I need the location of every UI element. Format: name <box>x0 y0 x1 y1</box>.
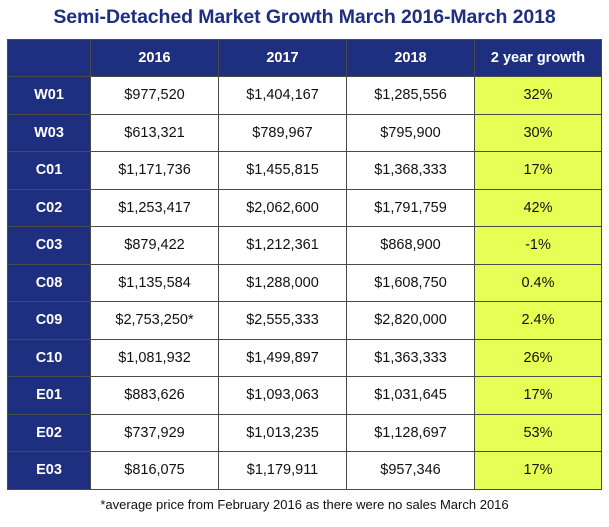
table-row: C01 $1,171,736 $1,455,815 $1,368,333 17% <box>7 151 602 190</box>
cell-2018: $1,363,333 <box>346 338 475 377</box>
cell-2016: $883,626 <box>90 376 219 415</box>
cell-2018: $795,900 <box>346 113 475 152</box>
row-header-district: E02 <box>7 413 91 452</box>
cell-2016: $1,171,736 <box>90 151 219 190</box>
cell-2017: $1,499,897 <box>218 338 347 377</box>
cell-2018: $1,285,556 <box>346 76 475 115</box>
table-row: C03 $879,422 $1,212,361 $868,900 -1% <box>7 226 602 265</box>
footnote: *average price from February 2016 as the… <box>100 497 509 512</box>
cell-growth: 17% <box>474 451 602 490</box>
cell-2016: $879,422 <box>90 226 219 265</box>
table-row: E02 $737,929 $1,013,235 $1,128,697 53% <box>7 413 602 452</box>
cell-2016: $2,753,250* <box>90 301 219 340</box>
cell-2017: $1,288,000 <box>218 263 347 302</box>
cell-growth: 0.4% <box>474 263 602 302</box>
table-row: C09 $2,753,250* $2,555,333 $2,820,000 2.4% <box>7 301 602 340</box>
header-2017: 2017 <box>218 39 347 77</box>
cell-2017: $1,455,815 <box>218 151 347 190</box>
cell-2017: $1,179,911 <box>218 451 347 490</box>
cell-growth: 32% <box>474 76 602 115</box>
row-header-district: W01 <box>7 76 91 115</box>
row-header-district: C02 <box>7 188 91 227</box>
cell-2016: $977,520 <box>90 76 219 115</box>
row-header-district: E03 <box>7 451 91 490</box>
table-row: W01 $977,520 $1,404,167 $1,285,556 32% <box>7 76 602 115</box>
header-row: 2016 2017 2018 2 year growth <box>7 39 602 77</box>
cell-2017: $2,555,333 <box>218 301 347 340</box>
row-header-district: W03 <box>7 113 91 152</box>
row-header-district: C08 <box>7 263 91 302</box>
cell-2017: $1,013,235 <box>218 413 347 452</box>
cell-growth: 2.4% <box>474 301 602 340</box>
table-row: W03 $613,321 $789,967 $795,900 30% <box>7 113 602 152</box>
cell-growth: -1% <box>474 226 602 265</box>
table-row: C02 $1,253,417 $2,062,600 $1,791,759 42% <box>7 188 602 227</box>
cell-2018: $957,346 <box>346 451 475 490</box>
table-title: Semi-Detached Market Growth March 2016-M… <box>53 6 556 28</box>
cell-2016: $613,321 <box>90 113 219 152</box>
cell-2016: $1,081,932 <box>90 338 219 377</box>
cell-growth: 30% <box>474 113 602 152</box>
table-row: E01 $883,626 $1,093,063 $1,031,645 17% <box>7 376 602 415</box>
cell-growth: 17% <box>474 376 602 415</box>
row-header-district: C09 <box>7 301 91 340</box>
table-row: C10 $1,081,932 $1,499,897 $1,363,333 26% <box>7 338 602 377</box>
cell-2018: $1,608,750 <box>346 263 475 302</box>
growth-table: 2016 2017 2018 2 year growth W01 $977,520… <box>7 39 602 490</box>
cell-2016: $816,075 <box>90 451 219 490</box>
cell-2018: $1,031,645 <box>346 376 475 415</box>
cell-2018: $1,791,759 <box>346 188 475 227</box>
header-2018: 2018 <box>346 39 475 77</box>
row-header-district: E01 <box>7 376 91 415</box>
cell-growth: 53% <box>474 413 602 452</box>
cell-growth: 17% <box>474 151 602 190</box>
cell-2018: $2,820,000 <box>346 301 475 340</box>
cell-growth: 42% <box>474 188 602 227</box>
row-header-district: C10 <box>7 338 91 377</box>
cell-2017: $1,404,167 <box>218 76 347 115</box>
cell-2017: $1,093,063 <box>218 376 347 415</box>
table-row: E03 $816,075 $1,179,911 $957,346 17% <box>7 451 602 490</box>
cell-2017: $2,062,600 <box>218 188 347 227</box>
cell-2017: $789,967 <box>218 113 347 152</box>
cell-2016: $1,253,417 <box>90 188 219 227</box>
header-growth: 2 year growth <box>474 39 602 77</box>
cell-2016: $737,929 <box>90 413 219 452</box>
header-2016: 2016 <box>90 39 219 77</box>
table-row: C08 $1,135,584 $1,288,000 $1,608,750 0.4% <box>7 263 602 302</box>
cell-2018: $1,368,333 <box>346 151 475 190</box>
cell-2018: $1,128,697 <box>346 413 475 452</box>
cell-2018: $868,900 <box>346 226 475 265</box>
table-body: W01 $977,520 $1,404,167 $1,285,556 32% W03 $61… <box>7 76 602 490</box>
cell-2016: $1,135,584 <box>90 263 219 302</box>
header-corner <box>7 39 91 77</box>
cell-2017: $1,212,361 <box>218 226 347 265</box>
row-header-district: C01 <box>7 151 91 190</box>
row-header-district: C03 <box>7 226 91 265</box>
cell-growth: 26% <box>474 338 602 377</box>
